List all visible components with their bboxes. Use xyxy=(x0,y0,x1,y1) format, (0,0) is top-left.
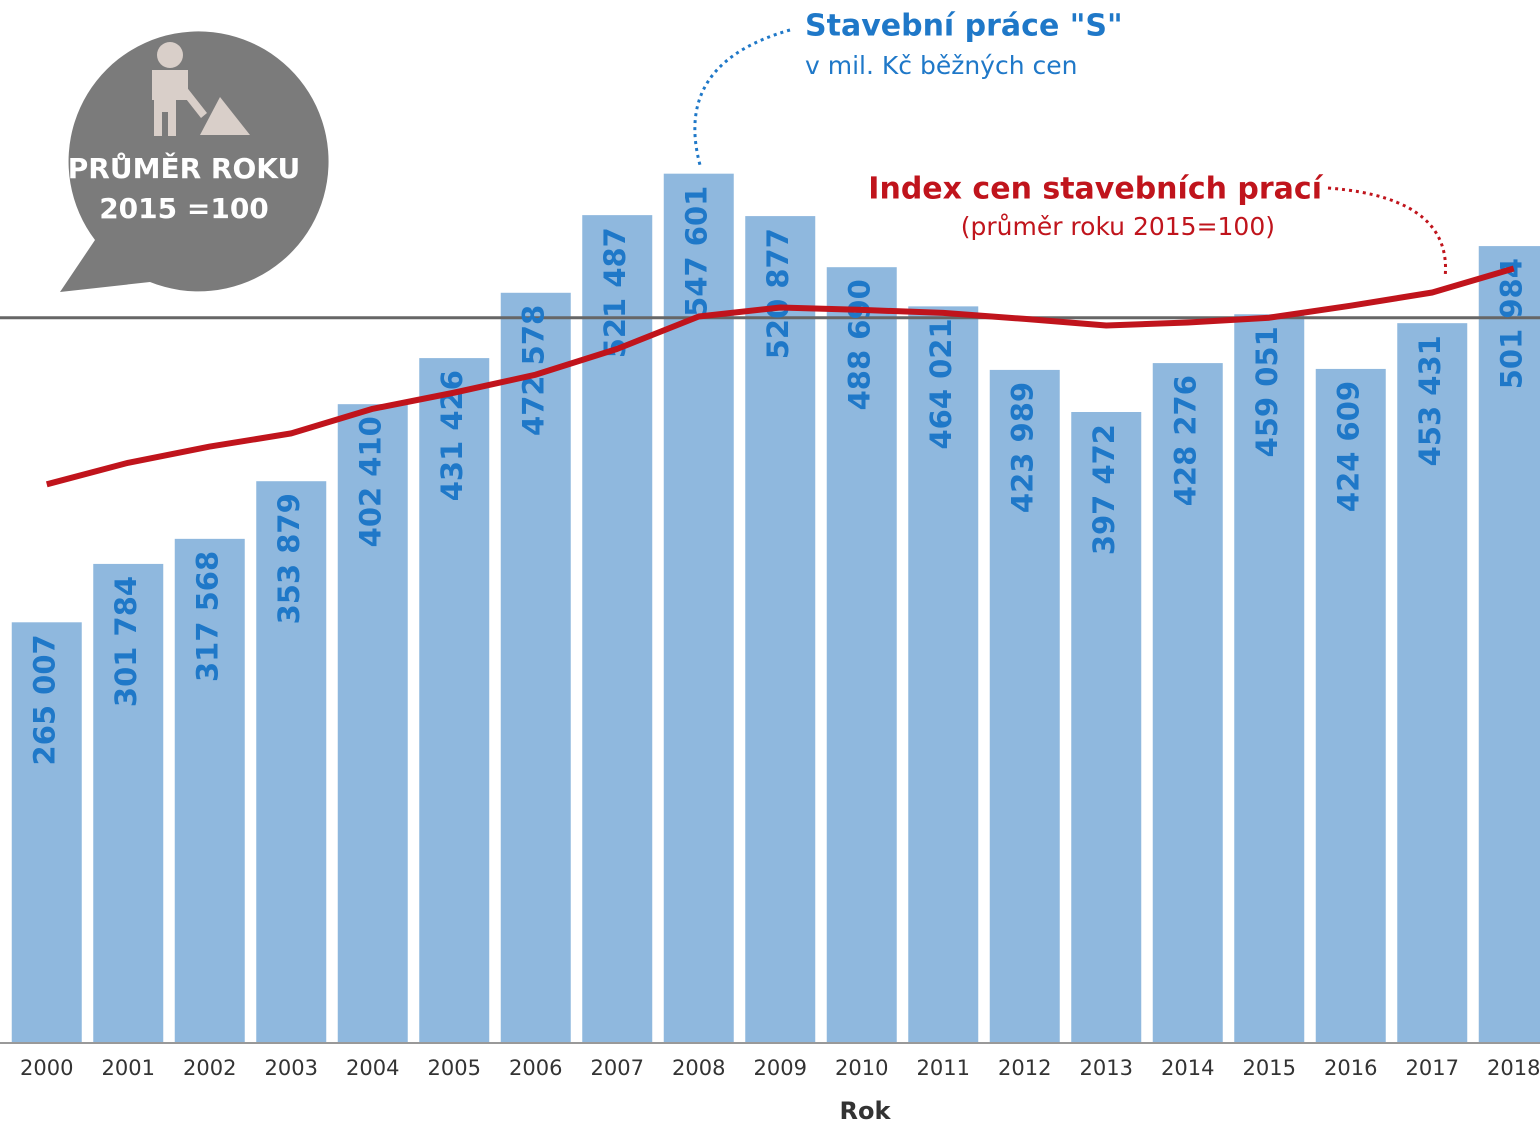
badge: PRŮMĚR ROKU 2015 =100 xyxy=(60,31,329,292)
value-label: 521 487 xyxy=(598,227,632,358)
bar xyxy=(174,538,245,1043)
value-label: 424 609 xyxy=(1332,381,1366,512)
value-label: 501 984 xyxy=(1495,258,1529,389)
series-title: Stavební práce "S" xyxy=(805,9,1123,44)
bar xyxy=(745,216,816,1044)
bar xyxy=(1152,363,1223,1043)
bar xyxy=(500,292,571,1043)
value-label: 547 601 xyxy=(680,186,714,317)
series-subtitle: v mil. Kč běžných cen xyxy=(805,51,1078,80)
x-tick-label: 2002 xyxy=(183,1056,236,1080)
x-tick-label: 2001 xyxy=(102,1056,155,1080)
badge-bubble xyxy=(60,31,329,292)
x-axis-title: Rok xyxy=(840,1097,892,1125)
value-label: 459 051 xyxy=(1250,326,1284,457)
series-title: Index cen stavebních prací xyxy=(868,172,1323,207)
x-tick-label: 2003 xyxy=(265,1056,318,1080)
value-label: 453 431 xyxy=(1413,335,1447,466)
value-label: 265 007 xyxy=(28,634,62,765)
x-tick-label: 2016 xyxy=(1324,1056,1377,1080)
x-tick-label: 2011 xyxy=(917,1056,970,1080)
x-tick-label: 2007 xyxy=(591,1056,644,1080)
x-tick-label: 2017 xyxy=(1406,1056,1459,1080)
x-tick-label: 2008 xyxy=(672,1056,725,1080)
x-tick-label: 2015 xyxy=(1243,1056,1296,1080)
plot: 2000 2001 2002 2003 2004 2005 2006 2007 2008 2009… xyxy=(0,173,1540,1080)
value-label: 353 879 xyxy=(272,493,306,624)
bar xyxy=(826,267,897,1043)
bar xyxy=(1071,412,1142,1044)
bar xyxy=(1478,246,1540,1044)
bar xyxy=(1234,314,1305,1043)
x-tick-label: 2009 xyxy=(754,1056,807,1080)
value-label: 402 410 xyxy=(354,416,388,547)
bar xyxy=(419,358,490,1043)
bar xyxy=(989,369,1060,1043)
x-tick-label: 2012 xyxy=(998,1056,1051,1080)
value-label: 423 989 xyxy=(1006,382,1040,513)
value-label: 464 021 xyxy=(924,318,958,449)
value-label: 520 877 xyxy=(761,228,795,359)
badge-line: PRŮMĚR ROKU xyxy=(68,151,300,185)
index-line xyxy=(45,265,1515,488)
x-tick-label: 2006 xyxy=(509,1056,562,1080)
value-label: 428 276 xyxy=(1169,375,1203,506)
worker-icon xyxy=(152,42,250,136)
bar xyxy=(337,404,408,1043)
badge-line: 2015 =100 xyxy=(99,192,269,225)
bar xyxy=(93,563,164,1043)
bar xyxy=(256,481,327,1044)
x-tick-label: 2018 xyxy=(1487,1056,1540,1080)
value-label: 301 784 xyxy=(109,576,143,707)
bar xyxy=(1315,368,1386,1043)
x-tick-label: 2000 xyxy=(20,1056,73,1080)
value-label: 488 690 xyxy=(843,279,877,410)
bar xyxy=(11,622,82,1043)
callout xyxy=(693,28,791,166)
value-label: 397 472 xyxy=(1087,424,1121,555)
x-tick-label: 2010 xyxy=(835,1056,888,1080)
value-label: 317 568 xyxy=(191,551,225,682)
callout xyxy=(1327,186,1448,279)
bar xyxy=(908,306,979,1043)
series-subtitle: (průměr roku 2015=100) xyxy=(961,212,1275,241)
x-tick-label: 2013 xyxy=(1080,1056,1133,1080)
x-tick-label: 2005 xyxy=(428,1056,481,1080)
bar xyxy=(1397,323,1468,1043)
x-tick-label: 2014 xyxy=(1161,1056,1214,1080)
x-tick-label: 2004 xyxy=(346,1056,399,1080)
